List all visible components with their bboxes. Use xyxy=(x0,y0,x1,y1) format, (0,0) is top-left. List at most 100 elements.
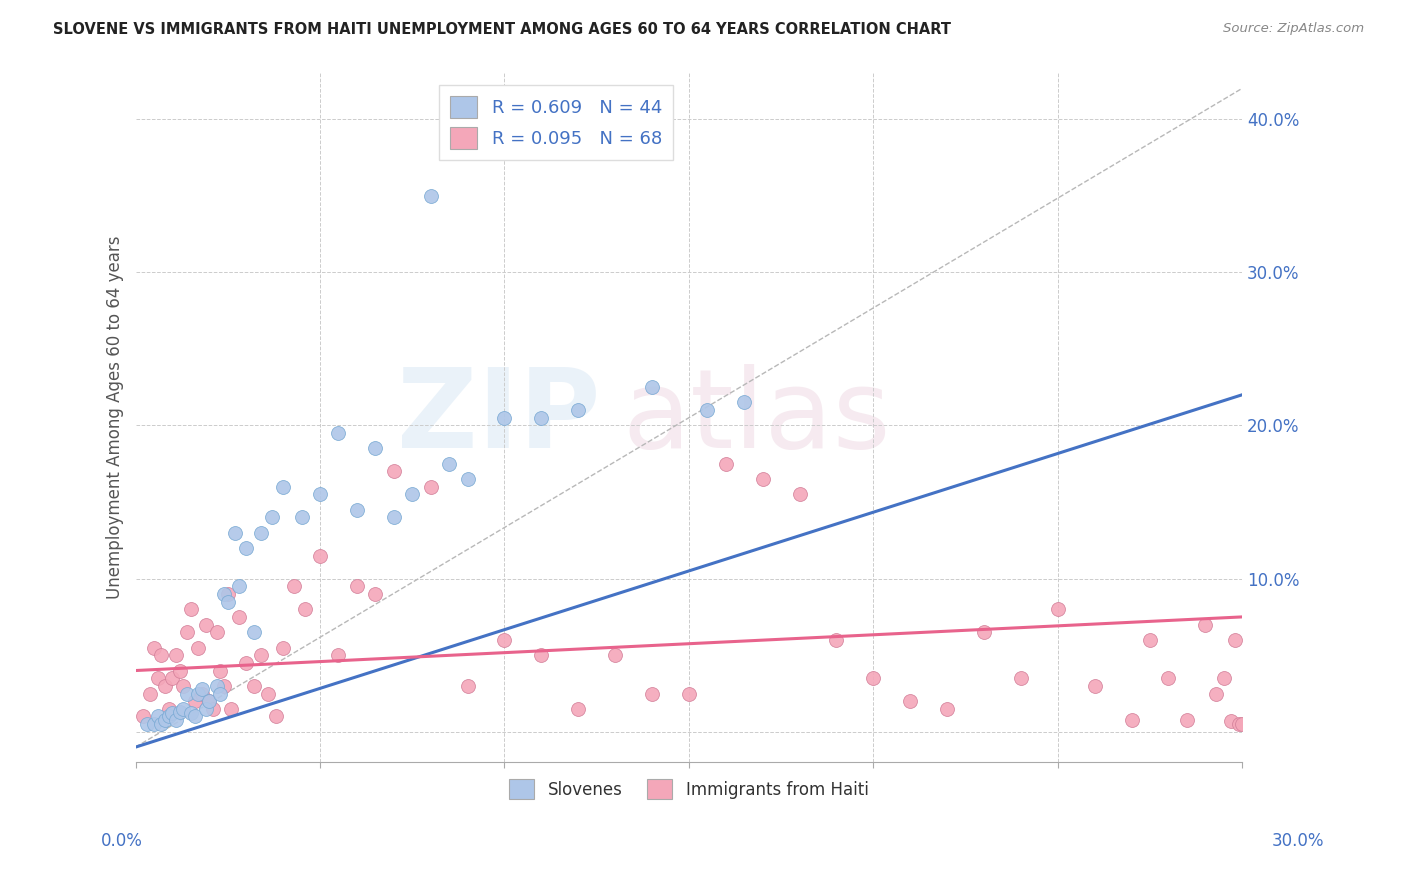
Point xyxy=(194,702,217,716)
Point xyxy=(157,702,180,716)
Point xyxy=(419,480,441,494)
Point xyxy=(180,706,202,721)
Point xyxy=(457,472,479,486)
Point xyxy=(1223,632,1246,647)
Point xyxy=(260,510,283,524)
Point xyxy=(437,457,460,471)
Point xyxy=(290,510,312,524)
Point xyxy=(346,502,368,516)
Point xyxy=(187,640,209,655)
Point xyxy=(150,648,173,663)
Point xyxy=(264,709,287,723)
Point xyxy=(696,403,718,417)
Point xyxy=(132,709,155,723)
Point xyxy=(346,579,368,593)
Point xyxy=(328,648,350,663)
Point xyxy=(401,487,423,501)
Point xyxy=(714,457,737,471)
Point xyxy=(209,664,232,678)
Point xyxy=(169,705,191,719)
Text: atlas: atlas xyxy=(623,364,891,471)
Point xyxy=(217,594,239,608)
Point xyxy=(153,679,176,693)
Point xyxy=(139,686,162,700)
Point xyxy=(194,617,217,632)
Point xyxy=(603,648,626,663)
Point xyxy=(382,510,405,524)
Point xyxy=(242,679,264,693)
Point xyxy=(567,403,589,417)
Point xyxy=(162,706,184,721)
Point xyxy=(205,679,228,693)
Point xyxy=(457,679,479,693)
Point xyxy=(364,587,387,601)
Point xyxy=(221,702,243,716)
Point xyxy=(165,713,187,727)
Point xyxy=(142,717,165,731)
Point xyxy=(862,671,884,685)
Text: 30.0%: 30.0% xyxy=(1272,832,1324,850)
Point xyxy=(309,549,332,563)
Point xyxy=(328,425,350,440)
Point xyxy=(180,602,202,616)
Point xyxy=(183,694,205,708)
Point xyxy=(150,717,173,731)
Point xyxy=(172,702,194,716)
Point xyxy=(494,632,516,647)
Point xyxy=(172,679,194,693)
Point xyxy=(157,709,180,723)
Point xyxy=(162,671,184,685)
Point xyxy=(191,681,214,696)
Point xyxy=(142,640,165,655)
Point xyxy=(187,686,209,700)
Point xyxy=(271,640,294,655)
Point xyxy=(257,686,280,700)
Point xyxy=(212,679,235,693)
Point xyxy=(176,686,198,700)
Point xyxy=(364,442,387,456)
Point xyxy=(898,694,921,708)
Point xyxy=(936,702,959,716)
Point xyxy=(1175,713,1198,727)
Point xyxy=(250,525,273,540)
Point xyxy=(973,625,995,640)
Point xyxy=(1205,686,1227,700)
Point xyxy=(789,487,811,501)
Point xyxy=(567,702,589,716)
Point xyxy=(309,487,332,501)
Point xyxy=(1010,671,1032,685)
Point xyxy=(228,610,250,624)
Point xyxy=(1232,717,1254,731)
Point xyxy=(1121,713,1143,727)
Text: ZIP: ZIP xyxy=(396,364,600,471)
Point xyxy=(235,541,257,555)
Text: Source: ZipAtlas.com: Source: ZipAtlas.com xyxy=(1223,22,1364,36)
Point xyxy=(1157,671,1180,685)
Point xyxy=(153,713,176,727)
Point xyxy=(751,472,773,486)
Point xyxy=(135,717,157,731)
Point xyxy=(678,686,700,700)
Point xyxy=(1084,679,1107,693)
Point xyxy=(641,380,664,394)
Point xyxy=(641,686,664,700)
Point xyxy=(530,410,553,425)
Point xyxy=(419,188,441,202)
Point xyxy=(1046,602,1069,616)
Point xyxy=(250,648,273,663)
Point xyxy=(228,579,250,593)
Point xyxy=(235,656,257,670)
Point xyxy=(494,410,516,425)
Point xyxy=(201,702,224,716)
Point xyxy=(1227,717,1250,731)
Point xyxy=(183,709,205,723)
Point xyxy=(212,587,235,601)
Point xyxy=(205,625,228,640)
Point xyxy=(1220,714,1243,728)
Point xyxy=(198,694,221,708)
Point xyxy=(169,664,191,678)
Point xyxy=(294,602,316,616)
Point xyxy=(733,395,755,409)
Point xyxy=(198,694,221,708)
Point xyxy=(271,480,294,494)
